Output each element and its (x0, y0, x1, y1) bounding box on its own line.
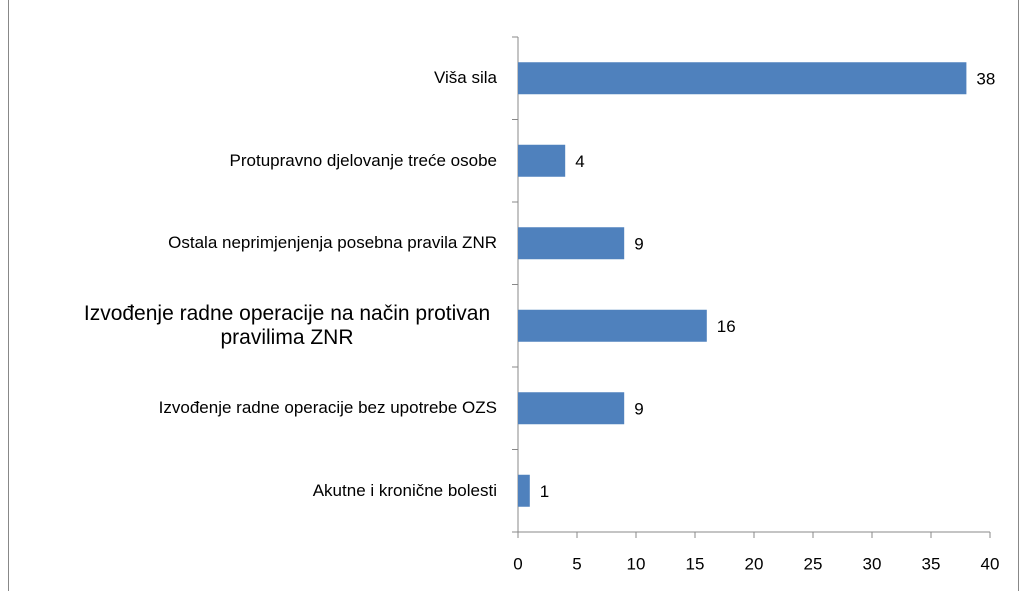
value-label: 9 (634, 235, 643, 254)
bar (518, 227, 625, 260)
bar (518, 62, 967, 95)
y-tick-label: Izvođenje radne operacije na način proti… (83, 301, 491, 349)
y-tick-label: Viša sila (434, 68, 497, 88)
bar (518, 144, 566, 177)
y-tick-label: Akutne i kronične bolesti (312, 480, 497, 500)
x-tick-label: 15 (686, 554, 705, 573)
value-label: 9 (634, 400, 643, 419)
x-tick-label: 20 (745, 554, 764, 573)
bar (518, 474, 530, 507)
bar (518, 392, 625, 425)
x-tick-label: 5 (572, 554, 581, 573)
value-label: 38 (976, 70, 995, 89)
x-tick-label: 0 (513, 554, 522, 573)
value-label: 16 (717, 317, 736, 336)
x-tick-label: 40 (981, 554, 1000, 573)
y-tick-label: Ostala neprimjenjenja posebna pravila ZN… (168, 233, 497, 253)
y-tick-label: Izvođenje radne operacije bez upotrebe O… (158, 398, 497, 418)
y-tick-label: Protupravno djelovanje treće osobe (229, 150, 497, 170)
x-tick-label: 25 (804, 554, 823, 573)
bar (518, 309, 707, 342)
x-tick-label: 10 (627, 554, 646, 573)
x-tick-label: 35 (922, 554, 941, 573)
value-label: 4 (575, 152, 584, 171)
value-label: 1 (540, 482, 549, 501)
x-tick-label: 30 (863, 554, 882, 573)
